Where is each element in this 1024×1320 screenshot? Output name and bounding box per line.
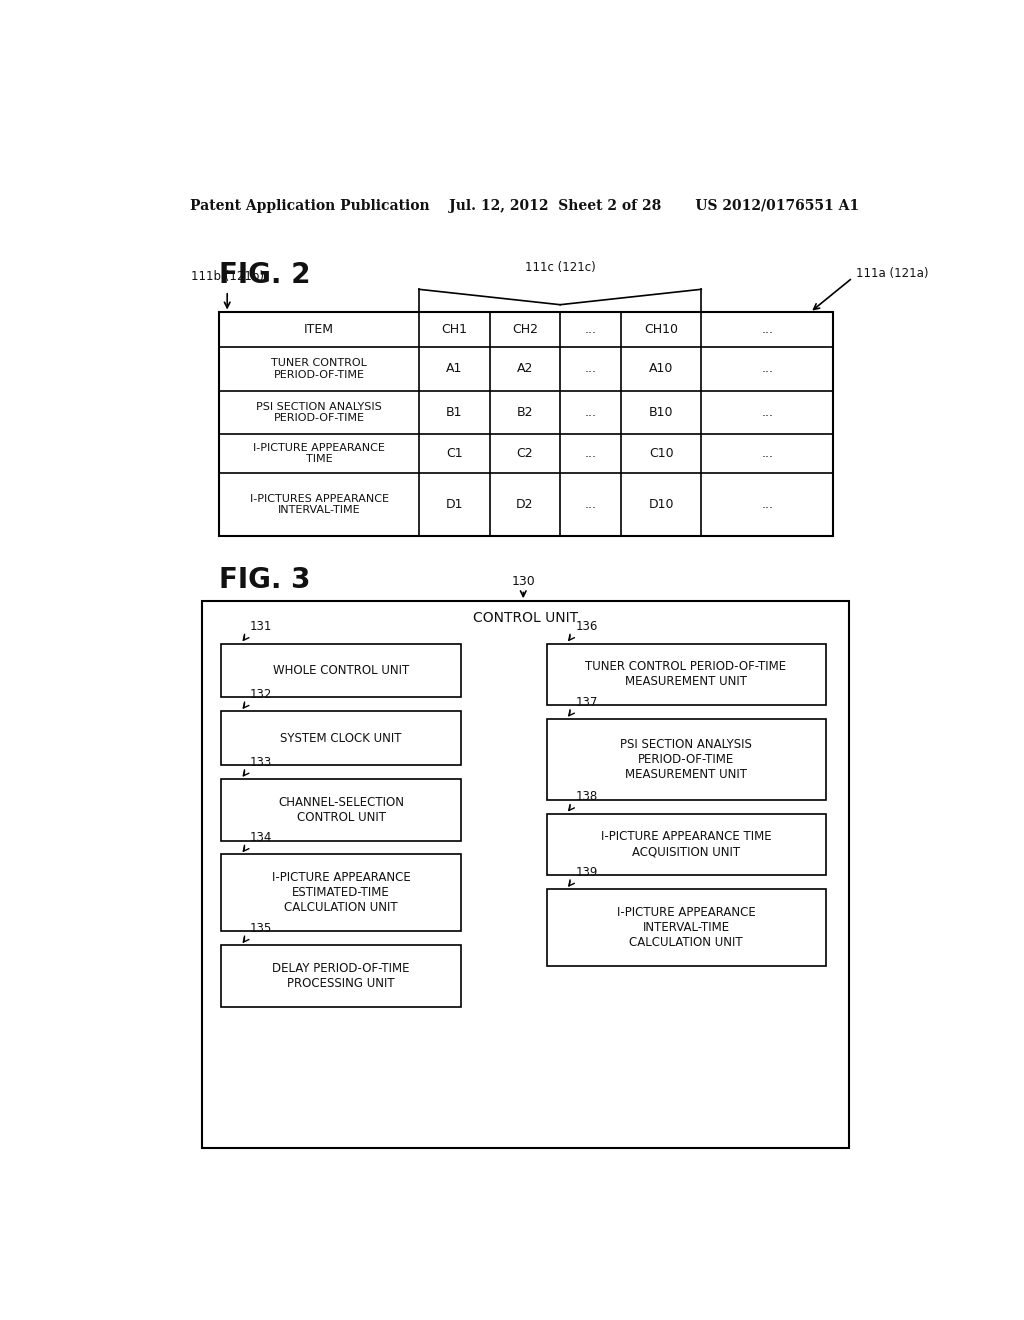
Text: A1: A1 xyxy=(446,362,463,375)
Text: TUNER CONTROL
PERIOD-OF-TIME: TUNER CONTROL PERIOD-OF-TIME xyxy=(271,358,368,380)
Text: B2: B2 xyxy=(516,405,534,418)
Text: 136: 136 xyxy=(575,620,598,634)
Text: FIG. 2: FIG. 2 xyxy=(219,261,311,289)
Text: TUNER CONTROL PERIOD-OF-TIME
MEASUREMENT UNIT: TUNER CONTROL PERIOD-OF-TIME MEASUREMENT… xyxy=(586,660,786,688)
Text: 138: 138 xyxy=(575,791,597,804)
Bar xyxy=(221,854,461,932)
Text: A2: A2 xyxy=(517,362,534,375)
Bar xyxy=(547,813,825,875)
Text: DELAY PERIOD-OF-TIME
PROCESSING UNIT: DELAY PERIOD-OF-TIME PROCESSING UNIT xyxy=(272,962,410,990)
Text: I-PICTURES APPEARANCE
INTERVAL-TIME: I-PICTURES APPEARANCE INTERVAL-TIME xyxy=(250,494,389,515)
Text: 134: 134 xyxy=(250,832,272,843)
Text: D10: D10 xyxy=(648,498,674,511)
Text: 130: 130 xyxy=(511,576,536,589)
Text: I-PICTURE APPEARANCE TIME
ACQUISITION UNIT: I-PICTURE APPEARANCE TIME ACQUISITION UN… xyxy=(601,830,771,858)
Bar xyxy=(547,719,825,800)
Text: ...: ... xyxy=(585,362,597,375)
Text: CH10: CH10 xyxy=(644,323,678,337)
Text: CHANNEL-SELECTION
CONTROL UNIT: CHANNEL-SELECTION CONTROL UNIT xyxy=(279,796,404,824)
Bar xyxy=(221,779,461,841)
Text: PSI SECTION ANALYSIS
PERIOD-OF-TIME
MEASUREMENT UNIT: PSI SECTION ANALYSIS PERIOD-OF-TIME MEAS… xyxy=(621,738,752,781)
Text: B10: B10 xyxy=(649,405,674,418)
Text: B1: B1 xyxy=(446,405,463,418)
Text: ...: ... xyxy=(585,447,597,461)
Text: D1: D1 xyxy=(445,498,463,511)
Text: D2: D2 xyxy=(516,498,534,511)
Bar xyxy=(221,711,461,766)
Bar xyxy=(219,313,834,536)
Text: CONTROL UNIT: CONTROL UNIT xyxy=(473,611,578,626)
Text: ...: ... xyxy=(761,405,773,418)
Text: PSI SECTION ANALYSIS
PERIOD-OF-TIME: PSI SECTION ANALYSIS PERIOD-OF-TIME xyxy=(256,401,382,424)
Text: FIG. 3: FIG. 3 xyxy=(219,566,311,594)
Text: 137: 137 xyxy=(575,696,598,709)
Text: ...: ... xyxy=(585,498,597,511)
Text: CH1: CH1 xyxy=(441,323,467,337)
Text: C2: C2 xyxy=(516,447,534,461)
Bar xyxy=(221,644,461,697)
Text: 135: 135 xyxy=(250,921,272,935)
Text: 111c (121c): 111c (121c) xyxy=(524,261,596,275)
Text: 111b (121b): 111b (121b) xyxy=(190,271,264,284)
Text: A10: A10 xyxy=(649,362,674,375)
Text: 131: 131 xyxy=(250,620,272,634)
Text: ...: ... xyxy=(585,405,597,418)
Text: ...: ... xyxy=(585,323,597,337)
Text: 139: 139 xyxy=(575,866,598,879)
Bar xyxy=(547,890,825,966)
Text: C1: C1 xyxy=(445,447,463,461)
Bar xyxy=(202,601,849,1148)
Text: ...: ... xyxy=(761,447,773,461)
Text: Patent Application Publication    Jul. 12, 2012  Sheet 2 of 28       US 2012/017: Patent Application Publication Jul. 12, … xyxy=(190,199,859,213)
Text: 132: 132 xyxy=(250,688,272,701)
Text: SYSTEM CLOCK UNIT: SYSTEM CLOCK UNIT xyxy=(281,731,401,744)
Bar xyxy=(547,644,825,705)
Text: ...: ... xyxy=(761,323,773,337)
Text: I-PICTURE APPEARANCE
INTERVAL-TIME
CALCULATION UNIT: I-PICTURE APPEARANCE INTERVAL-TIME CALCU… xyxy=(616,906,756,949)
Text: I-PICTURE APPEARANCE
ESTIMATED-TIME
CALCULATION UNIT: I-PICTURE APPEARANCE ESTIMATED-TIME CALC… xyxy=(271,871,411,915)
Text: CH2: CH2 xyxy=(512,323,538,337)
Text: ...: ... xyxy=(761,362,773,375)
Text: WHOLE CONTROL UNIT: WHOLE CONTROL UNIT xyxy=(273,664,410,677)
Text: ITEM: ITEM xyxy=(304,323,334,337)
Text: ...: ... xyxy=(761,498,773,511)
Text: I-PICTURE APPEARANCE
TIME: I-PICTURE APPEARANCE TIME xyxy=(253,442,385,465)
Bar xyxy=(221,945,461,1007)
Text: 111a (121a): 111a (121a) xyxy=(856,268,929,280)
Text: C10: C10 xyxy=(649,447,674,461)
Text: 133: 133 xyxy=(250,755,272,768)
